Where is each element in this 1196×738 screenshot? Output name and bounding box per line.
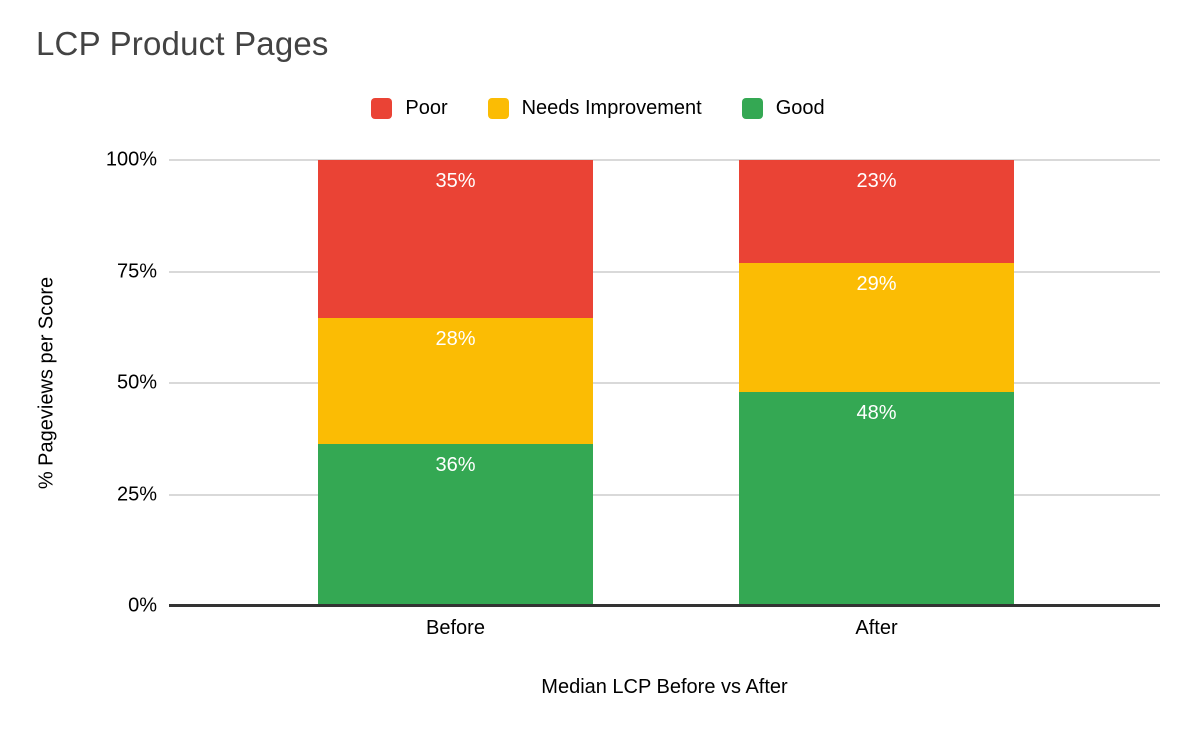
bar-segment-needs-improvement-after: 29%	[739, 262, 1014, 392]
gridline-100%	[169, 159, 1160, 161]
legend: Poor Needs Improvement Good	[0, 97, 1196, 120]
plot-area: 35% 28% 36% Before 23% 29% 48% After	[169, 159, 1160, 639]
x-category-label-after: After	[855, 617, 898, 639]
y-tick-label-50%: 50%	[116, 371, 157, 394]
y-tick-label-100%: 100%	[105, 148, 157, 171]
segment-value-label: 28%	[435, 327, 476, 350]
bar-segment-poor-after: 23%	[739, 160, 1014, 263]
legend-swatch-good-icon	[741, 98, 763, 119]
y-tick-label-25%: 25%	[116, 483, 157, 505]
y-axis-title: % Pageviews per Score	[35, 276, 58, 490]
gridline-50%	[169, 382, 1160, 384]
bar-segment-good-after: 48%	[739, 391, 1014, 606]
legend-item-good: Good	[741, 97, 825, 120]
bar-segment-good-before: 36%	[318, 443, 593, 606]
segment-value-label: 29%	[856, 272, 897, 295]
legend-label-needs-improvement: Needs Improvement	[521, 97, 702, 119]
legend-label-poor: Poor	[405, 97, 448, 119]
y-axis-tick-labels: 100% 75% 50% 25% 0%	[0, 149, 157, 617]
gridline-25%	[169, 493, 1160, 496]
stacked-bar-before: 35% 28% 36%	[318, 160, 593, 606]
segment-value-label: 23%	[856, 170, 897, 192]
chart-title: LCP Product Pages	[36, 25, 329, 62]
bar-segment-needs-improvement-before: 28%	[318, 317, 593, 444]
gridline-75%	[169, 270, 1160, 273]
x-category-label-before: Before	[426, 617, 485, 639]
x-axis-line	[169, 604, 1160, 607]
segment-value-label: 35%	[435, 170, 476, 192]
y-tick-label-0%: 0%	[128, 594, 157, 617]
legend-swatch-poor-icon	[371, 98, 393, 119]
segment-value-label: 48%	[856, 401, 897, 424]
legend-label-good: Good	[775, 97, 825, 119]
legend-swatch-needs-improvement-icon	[487, 98, 509, 119]
bar-segment-poor-before: 35%	[318, 160, 593, 318]
stacked-bar-after: 23% 29% 48%	[739, 160, 1014, 606]
segment-value-label: 36%	[435, 453, 476, 476]
legend-item-poor: Poor	[371, 97, 448, 120]
legend-item-needs-improvement: Needs Improvement	[487, 97, 702, 120]
y-tick-label-75%: 75%	[116, 260, 157, 282]
x-axis-title: Median LCP Before vs After	[541, 676, 788, 698]
